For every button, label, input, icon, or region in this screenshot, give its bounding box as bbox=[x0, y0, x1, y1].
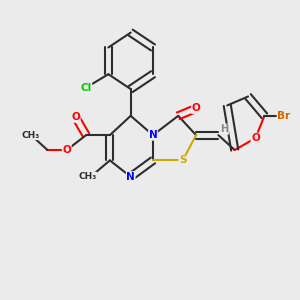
Text: H: H bbox=[220, 124, 228, 134]
Text: N: N bbox=[126, 172, 135, 182]
Text: O: O bbox=[62, 145, 71, 155]
Text: O: O bbox=[251, 133, 260, 143]
Text: CH₃: CH₃ bbox=[79, 172, 97, 181]
Text: Br: Br bbox=[277, 111, 290, 121]
Text: O: O bbox=[71, 112, 80, 122]
Text: O: O bbox=[192, 103, 200, 113]
Text: Cl: Cl bbox=[80, 82, 92, 93]
Text: N: N bbox=[148, 130, 157, 140]
Text: CH₃: CH₃ bbox=[22, 130, 40, 140]
Text: S: S bbox=[179, 155, 186, 165]
